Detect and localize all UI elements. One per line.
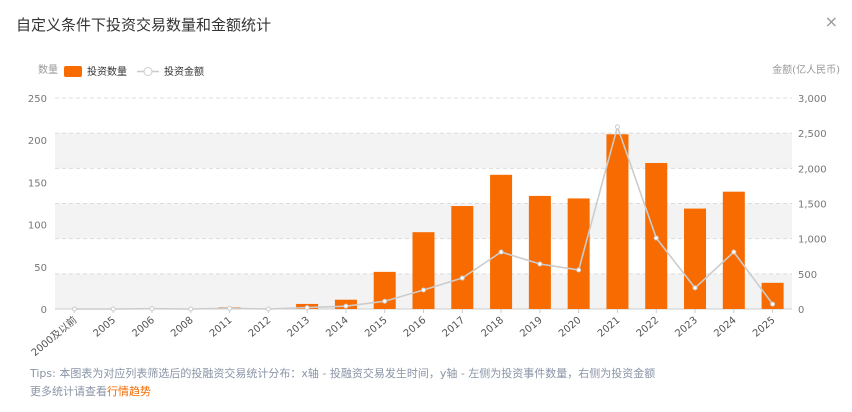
y-tick-label: 50 <box>34 263 47 274</box>
line-point <box>498 249 504 255</box>
x-tick-label: 2022 <box>635 315 662 340</box>
line-point <box>265 306 271 312</box>
y-tick-label: 250 <box>28 94 47 105</box>
legend-swatch <box>64 66 82 77</box>
line-point <box>304 305 310 311</box>
line-point <box>149 306 155 312</box>
legend-label: 投资金额 <box>164 65 204 78</box>
x-tick-label: 2020 <box>557 315 584 340</box>
x-tick-label: 2017 <box>441 315 468 340</box>
line-point <box>614 124 620 130</box>
line-point <box>692 285 698 291</box>
dialog-title: 自定义条件下投资交易数量和金额统计 <box>16 16 272 34</box>
x-tick-label: 2019 <box>518 315 545 340</box>
legend-swatch <box>143 67 153 76</box>
bar <box>490 174 513 309</box>
legend-label: 投资数量 <box>87 65 127 78</box>
y2-tick-label: 1,500 <box>798 200 827 211</box>
line-point <box>653 235 659 241</box>
y-tick-label: 150 <box>28 178 47 189</box>
y2-tick-label: 0 <box>798 305 804 316</box>
y2-tick-label: 500 <box>798 270 817 281</box>
y-axis-label: 数量 <box>38 63 58 76</box>
bar <box>684 208 707 309</box>
footer: Tips: 本图表为对应列表筛选后的投融资交易统计分布：x轴 - 投融资交易发生… <box>30 365 655 401</box>
x-tick-label: 2000及以前 <box>28 313 79 359</box>
x-tick-label: 2014 <box>324 315 351 340</box>
bar <box>451 206 474 309</box>
line-point <box>576 267 582 273</box>
x-tick-label: 2012 <box>247 315 274 340</box>
line-point <box>537 261 543 267</box>
x-tick-label: 2008 <box>169 315 196 340</box>
x-tick-label: 2005 <box>92 315 119 340</box>
line-point <box>188 306 194 312</box>
line-point <box>227 305 233 311</box>
bar <box>528 195 551 309</box>
line-point <box>71 306 77 312</box>
y-tick-label: 200 <box>28 136 47 147</box>
more-text: 更多统计请查看 <box>30 385 107 398</box>
chart: 数量 金额(亿人民币) 0 50 100 150 200 250 0 500 1,000 1,50… <box>28 63 840 359</box>
more-line: 更多统计请查看行情趋势 <box>30 383 655 401</box>
y2-tick-label: 3,000 <box>798 94 827 105</box>
line-point <box>770 301 776 307</box>
y2-tick-label: 1,000 <box>798 235 827 246</box>
y2-tick-label: 2,000 <box>798 164 827 175</box>
line-point <box>343 303 349 309</box>
y2-tick-label: 2,500 <box>798 129 827 140</box>
y-tick-label: 0 <box>41 305 47 316</box>
grid-band <box>55 133 792 169</box>
line-point <box>421 287 426 293</box>
x-tick-label: 2023 <box>673 315 700 340</box>
bar <box>567 198 590 309</box>
line-point <box>110 306 116 312</box>
x-tick-label: 2011 <box>208 315 235 340</box>
tips-text: Tips: 本图表为对应列表筛选后的投融资交易统计分布：x轴 - 投融资交易发生… <box>30 367 656 380</box>
bar <box>761 282 784 309</box>
x-tick-label: 2015 <box>363 315 390 340</box>
bar <box>606 134 629 309</box>
line-point <box>731 249 737 255</box>
line-point <box>382 298 388 304</box>
close-button[interactable]: × <box>824 12 838 31</box>
y-tick-label: 100 <box>28 221 47 232</box>
x-tick-label: 2024 <box>712 315 739 340</box>
bar <box>412 232 435 309</box>
trend-link[interactable]: 行情趋势 <box>107 385 151 398</box>
x-tick-label: 2018 <box>479 315 506 340</box>
x-tick-label: 2025 <box>751 315 778 340</box>
x-tick-label: 2016 <box>402 315 429 340</box>
x-tick-label: 2021 <box>596 315 623 340</box>
line-point <box>459 275 465 281</box>
x-tick-label: 2013 <box>285 315 312 340</box>
x-tick-label: 2006 <box>130 315 157 340</box>
y2-axis-label: 金额(亿人民币) <box>772 63 840 76</box>
